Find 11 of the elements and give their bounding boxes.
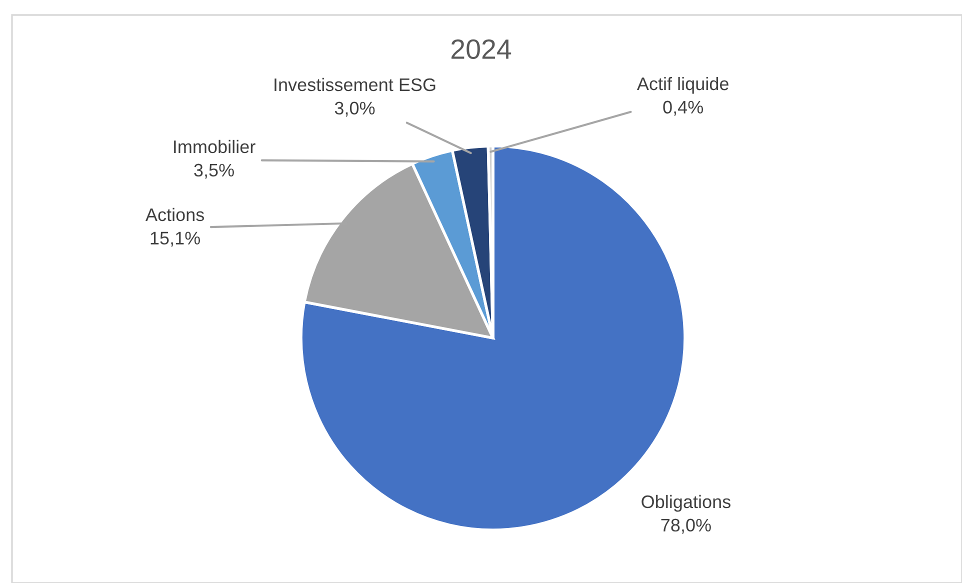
slice-label: Actions: [145, 208, 204, 222]
slice-label: Actif liquide: [636, 76, 728, 94]
slice-label: Obligations: [642, 494, 730, 512]
slice-label: Immobilier: [174, 140, 256, 154]
data-label: 3,5%: [194, 164, 234, 179]
slice-label: Investissement ESG: [274, 78, 436, 92]
data-label: 15,1%: [150, 232, 200, 247]
data-label: 0,4%: [663, 100, 704, 116]
data-label: 3,0%: [334, 102, 375, 117]
data-label: 78,0%: [661, 518, 711, 534]
chart-title: 2024: [452, 39, 512, 59]
